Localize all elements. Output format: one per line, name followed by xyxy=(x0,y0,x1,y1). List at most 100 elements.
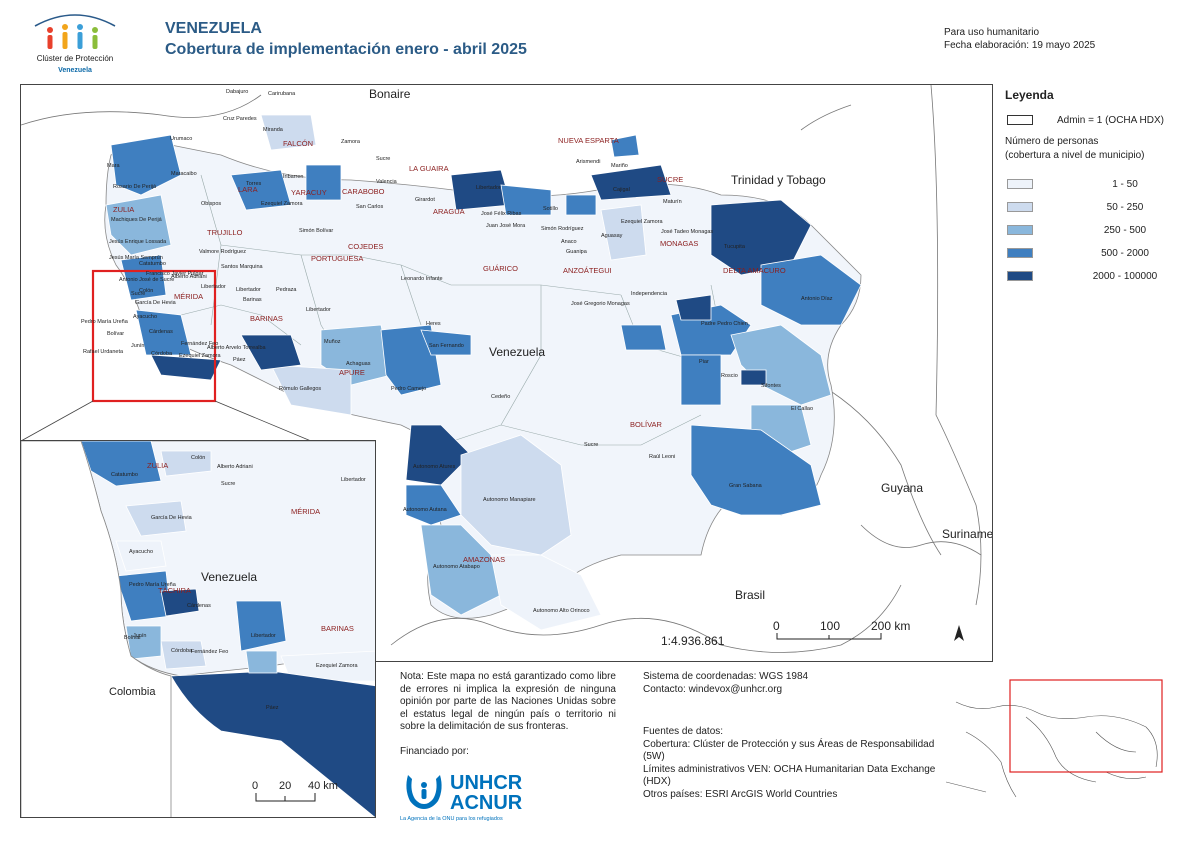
label-falcon: FALCÓN xyxy=(283,139,313,148)
inset-label-venezuela: Venezuela xyxy=(201,570,257,584)
inset-label-paez: Páez xyxy=(266,705,279,711)
coordinate-system: Sistema de coordenadas: WGS 1984 xyxy=(643,671,809,682)
label-gran-sabana: Gran Sabana xyxy=(729,483,763,489)
logo-text: Clúster de Protección xyxy=(36,54,114,63)
label-valencia: Valencia xyxy=(376,179,398,185)
region-atures xyxy=(405,424,472,486)
inset-region-cardenas xyxy=(160,588,200,617)
label-alberto-arvelo: Alberto Arvelo Torrealba xyxy=(207,345,267,351)
label-valmore: Valmore Rodríguez xyxy=(199,249,246,255)
label-antonio-diaz: Antonio Díaz xyxy=(801,296,833,302)
label-piar: Piar xyxy=(699,359,709,365)
label-libertador: Libertador xyxy=(236,287,261,293)
region-roscio xyxy=(730,324,832,406)
region-sucre-east xyxy=(590,164,672,201)
people-icon xyxy=(34,14,116,49)
label-guyana: Guyana xyxy=(881,481,923,495)
label-cajigal: Cajigal xyxy=(613,187,630,193)
inset-label-libertador-m: Libertador xyxy=(341,477,366,483)
contact-email[interactable]: Contacto: windevox@unhcr.org xyxy=(643,683,783,695)
legend-persons-sub: (cobertura a nivel de municipio) xyxy=(1005,150,1145,161)
label-tucupita: Tucupita xyxy=(724,244,746,250)
label-rosario-perija: Rosario De Perijá xyxy=(113,184,157,190)
label-monagas: MONAGAS xyxy=(660,239,698,248)
inset-label-tachira: TÁCHIRA xyxy=(158,586,191,595)
inset-region-colon xyxy=(160,450,212,477)
label-jose-gregorio: José Gregorio Monagas xyxy=(571,301,630,307)
label-brasil: Brasil xyxy=(735,588,765,602)
unhcr-emblem-icon: UNHCR ACNUR La Agencia de la ONU para lo… xyxy=(400,772,523,822)
inset-label-catatumbo: Catatumbo xyxy=(111,472,138,478)
label-iribarren: Iribarren xyxy=(283,174,303,180)
sources-title: Fuentes de datos: xyxy=(643,726,724,737)
scale-tick-200: 200 km xyxy=(871,619,910,633)
data-sources: Fuentes de datos: Cobertura: Clúster de … xyxy=(643,726,943,801)
region-zulia-north xyxy=(110,134,182,196)
legend-class-swatch xyxy=(1007,271,1033,281)
inset-label-ezequiel: Ezequiel Zamora xyxy=(316,663,359,669)
label-marino: Mariño xyxy=(611,163,628,169)
region-lara xyxy=(230,169,292,211)
inset-region-libertador xyxy=(245,650,278,674)
region-manapiare xyxy=(460,434,572,556)
label-alto-orinoco: Autonomo Alto Orinoco xyxy=(533,608,590,614)
legend-class-label: 2000 - 100000 xyxy=(1092,271,1158,282)
legend-admin-label: Admin = 1 (OCHA HDX) xyxy=(1057,115,1164,126)
label-san-fernando: San Fernando xyxy=(429,343,464,349)
label-trinidad: Trinidad y Tobago xyxy=(731,173,826,187)
inset-region-tachira-west xyxy=(115,570,172,622)
label-pedraza: Pedraza xyxy=(276,287,297,293)
label-dabajuro: Dabajuro xyxy=(226,89,248,95)
region-zulia-mid xyxy=(105,194,172,256)
legend-class-row: 500 - 2000 xyxy=(1005,248,1185,262)
region-bolivar-centre xyxy=(620,324,667,351)
label-antonio-jose-sucre: Antonio José de Sucre xyxy=(119,277,174,283)
scale-tick-0: 0 xyxy=(773,619,780,633)
label-bonaire: Bonaire xyxy=(369,87,411,101)
north-arrow-icon xyxy=(954,625,964,641)
label-carabobo: CARABOBO xyxy=(342,187,385,196)
locator-map xyxy=(945,672,1172,802)
label-bolivar-t: Bolívar xyxy=(107,331,124,337)
inset-label-alberto-adriani: Alberto Adriani xyxy=(217,464,253,470)
legend-class-swatch xyxy=(1007,202,1033,212)
label-jesus-enrique: Jesús Enrique Lossada xyxy=(109,239,167,245)
inset-map[interactable]: Venezuela Colombia ZULIA MÉRIDA TÁCHIRA … xyxy=(20,440,376,818)
inset-colombia-land xyxy=(21,441,172,817)
label-anaco: Anaco xyxy=(561,239,577,245)
inset-label-bolivar: Bolívar xyxy=(124,635,141,641)
region-paez-apure xyxy=(240,334,302,371)
label-anzoategui: ANZOÁTEGUI xyxy=(563,266,612,275)
scale-tick-100: 100 xyxy=(820,619,840,633)
main-scale-bar: 1:4.936.861 0 100 200 km xyxy=(661,619,910,648)
inset-label-colombia: Colombia xyxy=(109,686,156,698)
label-mara: Mara xyxy=(107,163,120,169)
label-yaracuy: YARACUY xyxy=(291,188,327,197)
inset-label-merida: MÉRIDA xyxy=(291,507,320,516)
label-catatumbo: Catatumbo xyxy=(139,261,166,267)
label-sucre: SUCRE xyxy=(657,175,683,184)
source-admin: Límites administrativos VEN: OCHA Humani… xyxy=(643,763,936,788)
inset-scale-tick-40: 40 km xyxy=(308,780,338,792)
inset-label-zulia: ZULIA xyxy=(147,461,168,470)
region-sucre-west xyxy=(565,194,597,216)
inset-label-cardenas: Cárdenas xyxy=(187,603,211,609)
label-cedeno: Cedeño xyxy=(491,394,510,400)
label-sucre-f: Sucre xyxy=(376,156,390,162)
inset-label-colon: Colón xyxy=(191,455,205,461)
source-coverage: Cobertura: Clúster de Protección y sus Á… xyxy=(643,738,935,763)
region-miranda xyxy=(500,184,552,216)
unhcr-line2: ACNUR xyxy=(450,792,523,814)
label-sifontes: Sifontes xyxy=(761,383,781,389)
legend-admin-swatch xyxy=(1007,115,1033,125)
inset-label-sucre: Sucre xyxy=(221,481,235,487)
label-guanipa: Guanipa xyxy=(566,249,588,255)
label-maracaibo: Maracaibo xyxy=(171,171,197,177)
legend-class-label: 500 - 2000 xyxy=(1101,248,1149,259)
region-el-callao xyxy=(740,369,767,386)
legend: Leyenda Admin = 1 (OCHA HDX) Número de p… xyxy=(1005,88,1185,282)
label-cordoba: Córdoba xyxy=(151,351,173,357)
unhcr-logo: UNHCR ACNUR La Agencia de la ONU para lo… xyxy=(398,765,543,823)
label-achaguas: Achaguas xyxy=(346,361,371,367)
region-paez-tachira xyxy=(150,354,222,381)
